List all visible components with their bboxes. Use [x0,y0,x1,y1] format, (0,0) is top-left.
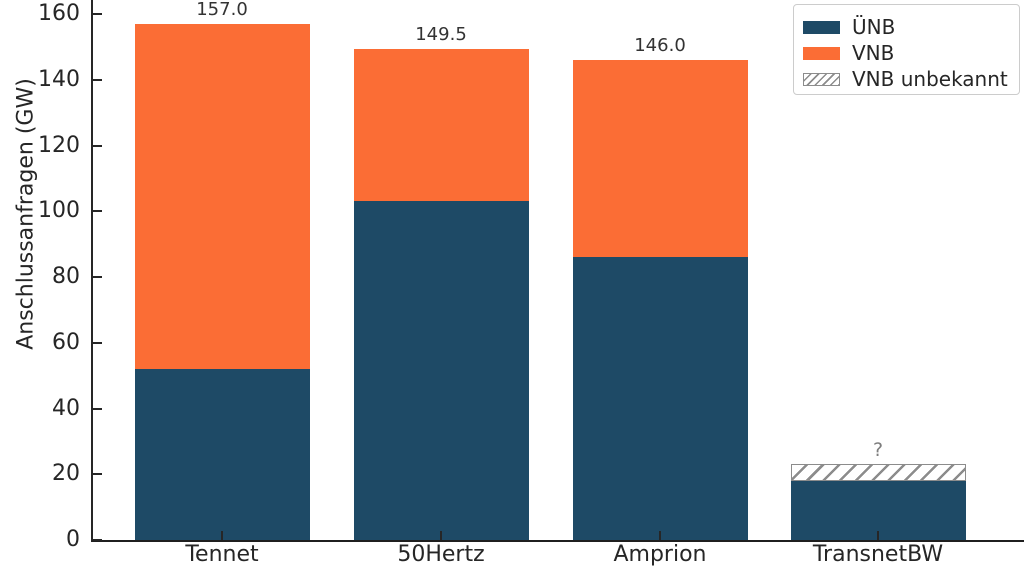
y-tick-label: 20 [52,461,80,487]
bar-value-label: ? [872,439,884,462]
bar-segment--nb [134,369,310,540]
bar-segment--nb [572,257,748,540]
y-tick-mark [93,78,102,81]
y-tick-mark [93,210,102,213]
x-axis-category-label: Tennet [185,542,259,567]
legend-item-label: VNB [852,41,895,65]
legend-item-label: VNB unbekannt [852,67,1008,91]
plot-area: 157.0 149.5 146.0? [91,0,1024,542]
y-tick-mark [93,13,102,16]
bar-value-label: 146.0 [634,35,686,57]
y-tick-mark [93,144,102,147]
bar-segment-vnb-unbekannt [790,464,966,481]
y-tick-label: 120 [38,132,80,158]
bar-segment-vnb [134,23,310,370]
y-tick-mark [93,473,102,476]
y-tick-label: 0 [66,527,80,552]
legend-item: VNB [803,40,1019,66]
y-tick-label: 100 [38,198,80,224]
x-tick-mark [221,531,223,540]
legend: ÜNB VNB VNB unbekannt [793,4,1020,95]
legend-swatch--nb [803,20,840,34]
y-tick-mark [93,341,102,344]
bar-value-label: 157.0 [196,0,248,20]
y-tick-label: 40 [52,395,80,421]
y-tick-label: 80 [52,264,80,290]
legend-swatch-vnb [803,46,840,60]
legend-swatch-vnb-unbekannt [803,72,840,86]
x-tick-mark [877,531,879,540]
y-tick-mark [93,276,102,279]
x-axis-category-label: 50Hertz [397,542,485,567]
y-tick-mark [93,539,102,541]
x-axis-category-label: Amprion [613,542,707,567]
y-tick-label: 160 [38,1,80,27]
legend-item-label: ÜNB [852,15,896,39]
y-tick-mark [93,407,102,410]
y-tick-label: 60 [52,329,80,355]
legend-item: ÜNB [803,14,1019,40]
legend-item: VNB unbekannt [803,66,1019,92]
x-tick-mark [659,531,661,540]
x-axis-category-label: TransnetBW [812,542,944,567]
bar-segment--nb [790,480,966,540]
bar-segment-vnb [353,48,529,202]
y-tick-label: 140 [38,66,80,92]
bar-value-label: 149.5 [415,23,467,45]
bar-segment--nb [353,201,529,540]
bar-segment-vnb [572,60,748,258]
x-tick-mark [440,531,442,540]
